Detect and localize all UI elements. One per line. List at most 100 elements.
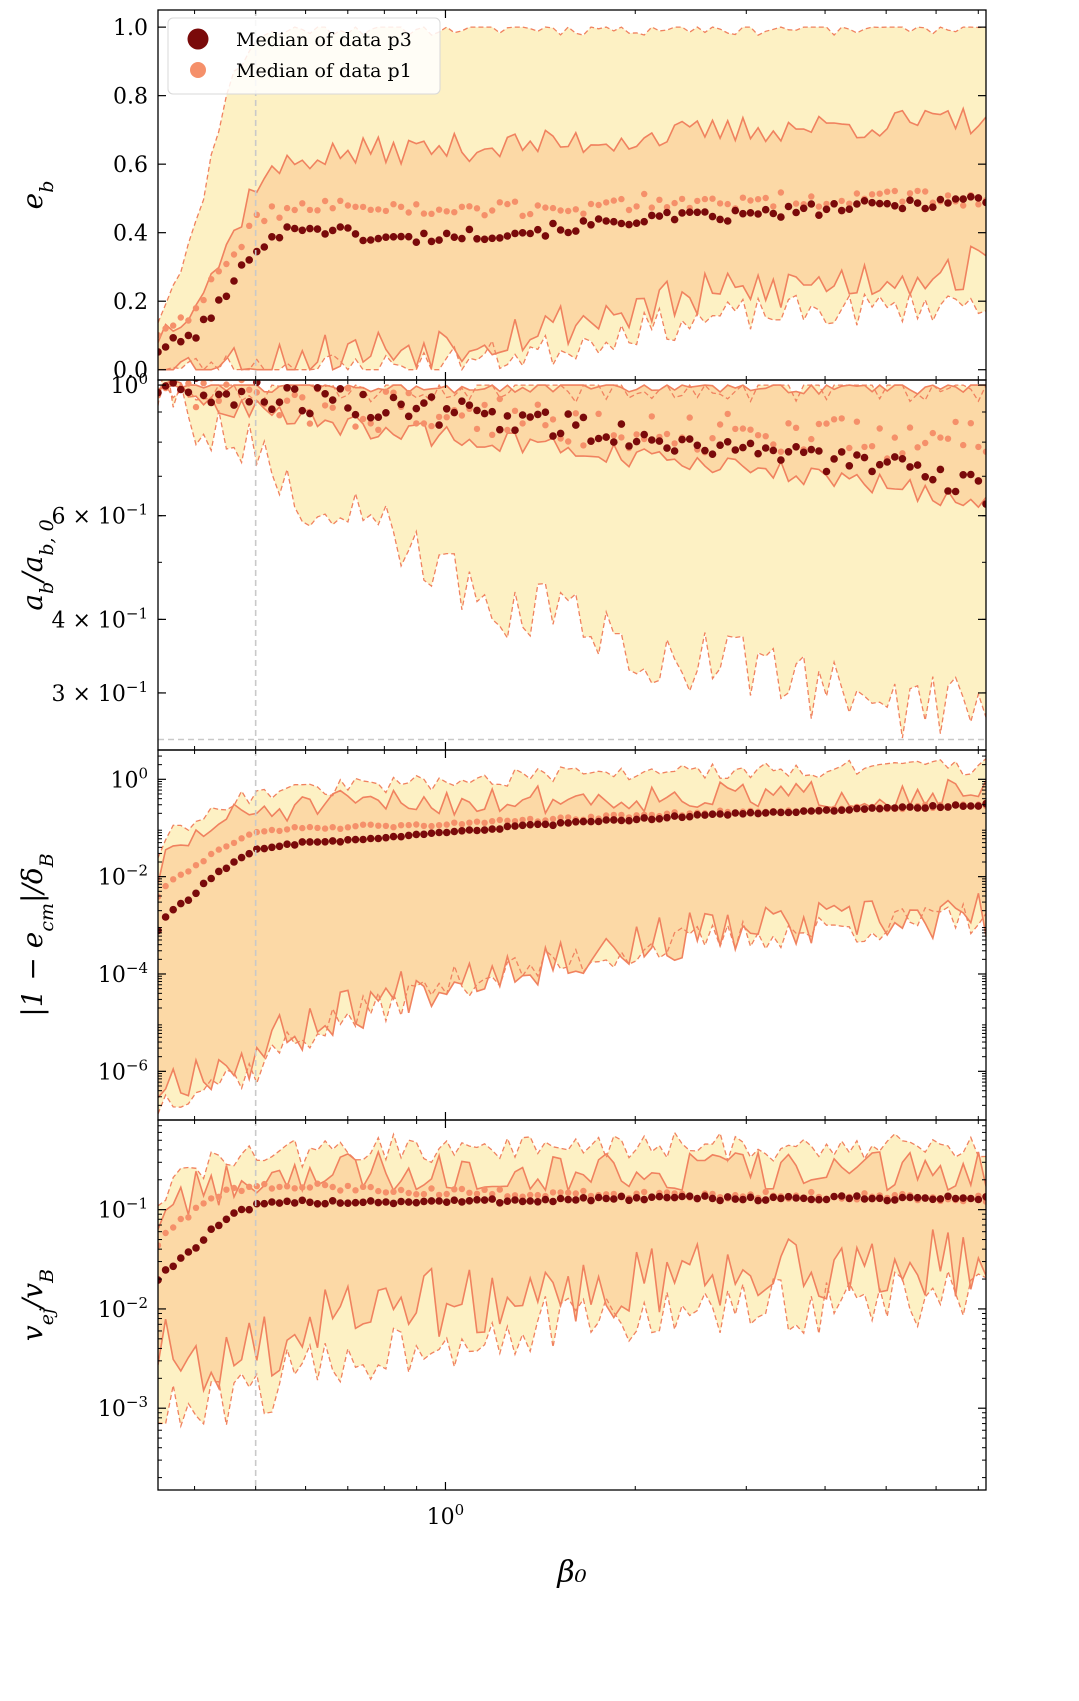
p3-point	[731, 446, 740, 454]
p1-point	[276, 214, 283, 221]
p3-point	[420, 1197, 428, 1206]
p1-point	[747, 426, 754, 433]
p3-point	[936, 465, 945, 474]
p3-point	[723, 811, 732, 819]
p1-point	[200, 1200, 207, 1207]
p3-point	[936, 803, 945, 812]
p3-point	[921, 204, 929, 213]
p1-point	[557, 207, 564, 214]
p3-point	[161, 343, 170, 351]
p3-point	[883, 1196, 891, 1205]
p3-point	[746, 209, 755, 217]
p3-point	[351, 1198, 360, 1207]
p3-point	[306, 1198, 314, 1207]
p3-point	[526, 1197, 534, 1205]
p3-point	[313, 384, 322, 392]
p1-point	[618, 195, 625, 203]
p3-point	[412, 238, 421, 246]
p3-point	[716, 810, 724, 818]
p1-point	[906, 424, 914, 431]
p3-point	[298, 406, 307, 415]
p3-point	[906, 196, 914, 204]
p1-point	[192, 403, 200, 411]
p3-point	[625, 220, 633, 229]
p1-point	[223, 381, 230, 388]
p1-point	[390, 1188, 397, 1196]
p3-point	[290, 1199, 299, 1207]
p1-point	[777, 189, 785, 196]
legend-marker-p1	[190, 62, 206, 78]
p1-point	[246, 222, 253, 229]
p1-point	[230, 251, 238, 258]
p3-point	[458, 397, 466, 406]
p3-point	[784, 202, 793, 211]
p3-point	[769, 1193, 778, 1202]
p3-point	[382, 233, 390, 241]
p1-point	[451, 1186, 458, 1193]
p3-point	[496, 425, 504, 434]
p3-point	[458, 1198, 466, 1206]
p3-point	[860, 453, 869, 462]
p1-point	[466, 1189, 473, 1197]
ytick-label: 0.0	[113, 359, 148, 384]
p3-point	[480, 409, 489, 418]
p3-point	[602, 217, 610, 225]
p1-point	[420, 1190, 428, 1198]
p1-point	[762, 194, 769, 202]
p3-point	[306, 224, 314, 233]
p1-point	[435, 822, 443, 829]
p3-point	[442, 1198, 451, 1206]
p3-point	[723, 438, 732, 446]
p3-point	[837, 206, 846, 215]
p1-point	[891, 187, 898, 195]
p1-point	[694, 197, 701, 205]
p1-point	[329, 824, 336, 831]
p3-point	[655, 1192, 664, 1201]
p3-point	[260, 1199, 269, 1208]
p1-point	[663, 430, 671, 438]
p3-point	[192, 889, 200, 898]
p3-point	[815, 807, 823, 815]
p3-point	[473, 1196, 481, 1204]
p3-point	[853, 200, 861, 208]
p1-point	[610, 1190, 617, 1198]
p1-point	[268, 203, 276, 210]
p3-point	[792, 443, 800, 451]
p1-point	[762, 433, 769, 440]
p1-point	[876, 190, 883, 197]
p3-point	[807, 200, 816, 208]
p3-point	[404, 412, 413, 421]
p3-point	[868, 467, 876, 476]
p3-point	[230, 858, 238, 866]
p3-point	[982, 500, 986, 508]
p3-point	[404, 1198, 413, 1206]
p3-point	[815, 447, 823, 455]
p1-point	[466, 819, 473, 826]
p3-point	[632, 437, 641, 446]
p3-point	[792, 208, 800, 217]
legend: Median of data p3 Median of data p1	[167, 17, 441, 95]
p1-point	[565, 438, 572, 445]
p3-point	[275, 1199, 284, 1207]
p3-point	[678, 1192, 686, 1201]
p3-point	[397, 1197, 405, 1206]
p3-point	[594, 1193, 603, 1202]
p3-point	[222, 390, 231, 398]
p1-point	[158, 893, 162, 900]
p1-point	[960, 441, 967, 449]
p1-point	[329, 1183, 336, 1191]
p3-point	[366, 413, 375, 422]
ylabel-eb: eb	[16, 181, 58, 210]
p3-point	[382, 409, 390, 417]
p3-point	[693, 811, 702, 819]
p1-point	[557, 435, 564, 442]
p3-point	[366, 236, 375, 244]
xtick-label: 100	[427, 1501, 465, 1530]
p1-point	[238, 1187, 245, 1195]
p3-point	[351, 835, 360, 844]
p3-point	[450, 233, 459, 241]
p3-point	[974, 802, 983, 810]
p1-point	[428, 210, 435, 217]
p3-point	[511, 229, 519, 238]
p3-point	[974, 477, 983, 485]
